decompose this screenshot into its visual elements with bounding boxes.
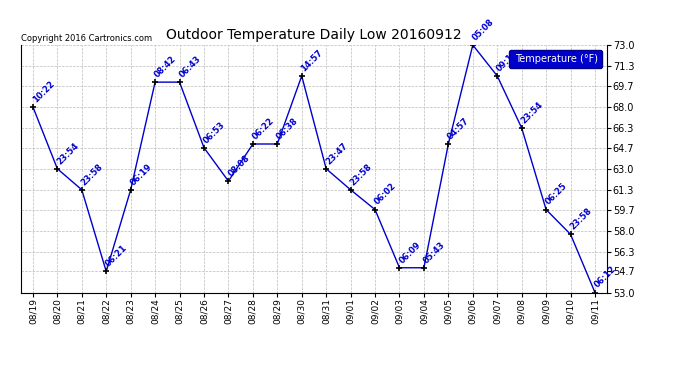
Text: 14:57: 14:57 — [299, 48, 325, 73]
Legend: Temperature (°F): Temperature (°F) — [509, 50, 602, 68]
Text: 23:58: 23:58 — [348, 162, 373, 187]
Text: 06:43: 06:43 — [177, 54, 203, 80]
Text: 06:22: 06:22 — [250, 116, 276, 141]
Text: 23:54: 23:54 — [520, 100, 544, 125]
Text: 23:58: 23:58 — [569, 206, 593, 231]
Text: 06:09: 06:09 — [397, 240, 422, 265]
Text: 06:19: 06:19 — [128, 162, 154, 187]
Text: 10:22: 10:22 — [31, 79, 56, 104]
Text: 23:47: 23:47 — [324, 141, 349, 166]
Text: 23:54: 23:54 — [55, 141, 81, 166]
Text: 06:53: 06:53 — [201, 120, 227, 145]
Text: 06:21: 06:21 — [104, 243, 129, 268]
Title: Outdoor Temperature Daily Low 20160912: Outdoor Temperature Daily Low 20160912 — [166, 28, 462, 42]
Text: 06:02: 06:02 — [373, 182, 398, 207]
Text: 06:38: 06:38 — [275, 116, 300, 141]
Text: 04:57: 04:57 — [446, 116, 471, 141]
Text: 08:08: 08:08 — [226, 153, 251, 178]
Text: 05:08: 05:08 — [471, 17, 495, 42]
Text: 08:42: 08:42 — [153, 54, 178, 80]
Text: 09:14: 09:14 — [495, 48, 520, 73]
Text: 23:58: 23:58 — [79, 162, 105, 187]
Text: 06:25: 06:25 — [544, 182, 569, 207]
Text: 05:43: 05:43 — [422, 240, 447, 265]
Text: 06:12: 06:12 — [593, 264, 618, 290]
Text: Copyright 2016 Cartronics.com: Copyright 2016 Cartronics.com — [21, 33, 152, 42]
